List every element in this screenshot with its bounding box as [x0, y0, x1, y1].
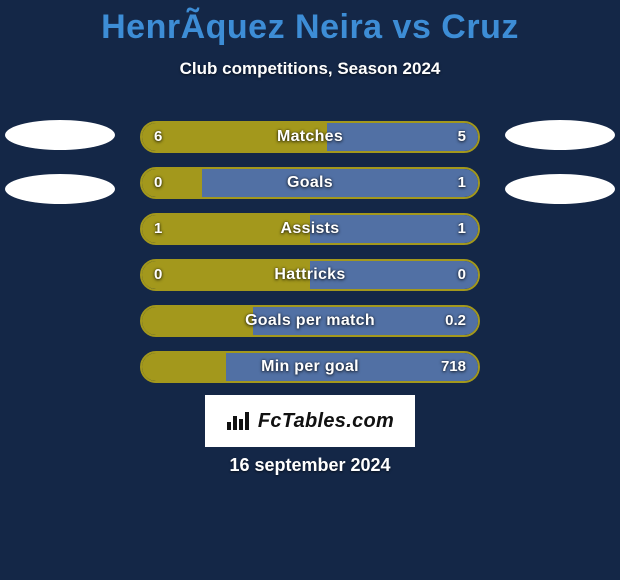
stat-row: Hattricks0 0 — [140, 259, 480, 291]
bar-chart-icon — [226, 410, 252, 432]
stat-row: Assists1 1 — [140, 213, 480, 245]
stat-value-left: 1 — [154, 215, 162, 243]
stat-label: Goals per match — [142, 307, 478, 335]
stat-row: Matches6 5 — [140, 121, 480, 153]
stat-row: Min per goal718 — [140, 351, 480, 383]
stat-value-right: 5 — [458, 123, 466, 151]
stat-value-left: 0 — [154, 261, 162, 289]
stat-label: Min per goal — [142, 353, 478, 381]
page-title: HenrÃ­quez Neira vs Cruz — [0, 0, 620, 47]
stat-label: Hattricks — [142, 261, 478, 289]
player-avatar-placeholder — [5, 120, 115, 150]
stat-row: Goals per match0.2 — [140, 305, 480, 337]
stat-label: Assists — [142, 215, 478, 243]
footer-date: 16 september 2024 — [0, 455, 620, 476]
stat-label: Matches — [142, 123, 478, 151]
stat-value-left: 0 — [154, 169, 162, 197]
stat-value-right: 1 — [458, 215, 466, 243]
logo-text: FcTables.com — [258, 410, 394, 433]
stat-value-right: 0 — [458, 261, 466, 289]
page-subtitle: Club competitions, Season 2024 — [0, 59, 620, 79]
player-avatar-placeholder — [505, 120, 615, 150]
logo-box: FcTables.com — [205, 395, 415, 447]
stat-value-right: 718 — [441, 353, 466, 381]
right-avatar-column — [505, 120, 615, 228]
left-avatar-column — [5, 120, 115, 228]
team-badge-placeholder — [5, 174, 115, 204]
stat-value-left: 6 — [154, 123, 162, 151]
team-badge-placeholder — [505, 174, 615, 204]
stat-row: Goals0 1 — [140, 167, 480, 199]
stat-value-right: 0.2 — [445, 307, 466, 335]
stat-label: Goals — [142, 169, 478, 197]
stat-value-right: 1 — [458, 169, 466, 197]
stats-container: Matches65Goals01Assists11Hattricks00Goal… — [140, 121, 480, 397]
